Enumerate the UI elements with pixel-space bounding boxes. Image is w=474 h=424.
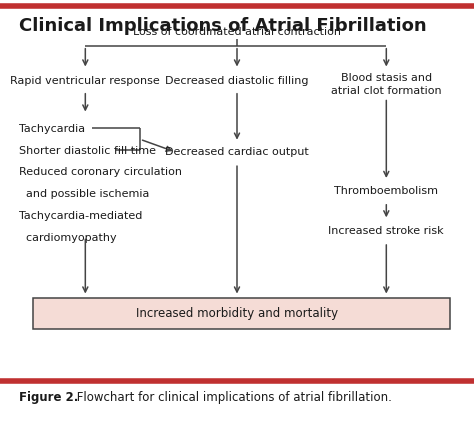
Text: Increased stroke risk: Increased stroke risk <box>328 226 444 236</box>
Text: Decreased diastolic filling: Decreased diastolic filling <box>165 75 309 86</box>
Text: Reduced coronary circulation: Reduced coronary circulation <box>19 167 182 177</box>
Text: Blood stasis and
atrial clot formation: Blood stasis and atrial clot formation <box>331 73 442 96</box>
Text: Decreased cardiac output: Decreased cardiac output <box>165 147 309 157</box>
Text: cardiomyopathy: cardiomyopathy <box>19 233 117 243</box>
Text: Increased morbidity and mortality: Increased morbidity and mortality <box>136 307 338 320</box>
Text: Thromboembolism: Thromboembolism <box>334 187 438 196</box>
Text: Tachycardia-mediated: Tachycardia-mediated <box>19 211 142 221</box>
Text: Rapid ventricular response: Rapid ventricular response <box>10 75 160 86</box>
Text: and possible ischemia: and possible ischemia <box>19 189 149 199</box>
Text: Tachycardia: Tachycardia <box>19 124 85 134</box>
Text: Loss of coordinated atrial contraction: Loss of coordinated atrial contraction <box>133 27 341 37</box>
Text: Figure 2.: Figure 2. <box>19 391 78 404</box>
FancyBboxPatch shape <box>33 298 450 329</box>
Text: Shorter diastolic fill time: Shorter diastolic fill time <box>19 145 156 156</box>
Text: Clinical Implications of Atrial Fibrillation: Clinical Implications of Atrial Fibrilla… <box>19 17 427 35</box>
Text: Flowchart for clinical implications of atrial fibrillation.: Flowchart for clinical implications of a… <box>73 391 392 404</box>
